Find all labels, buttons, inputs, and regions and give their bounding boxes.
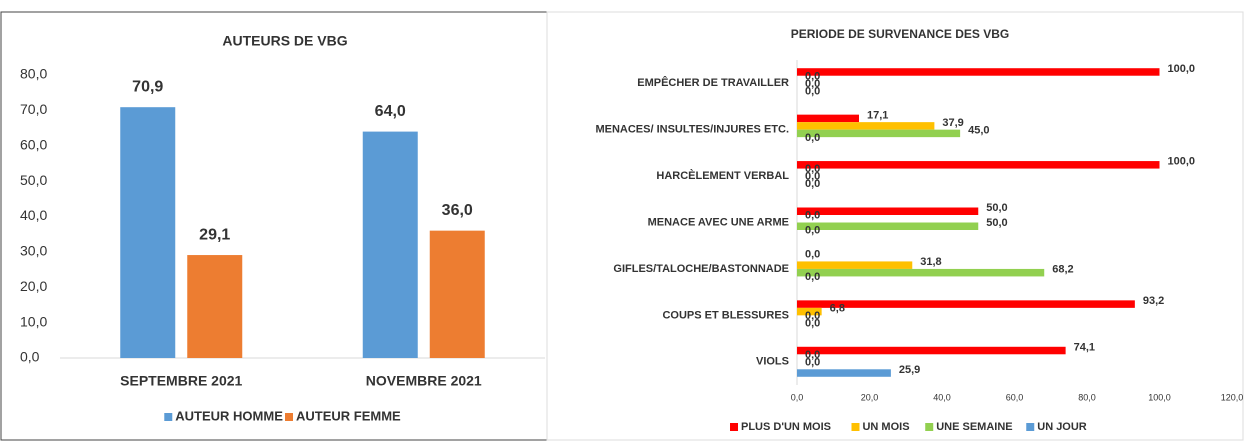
value-label: 0,0 xyxy=(805,78,820,90)
bar xyxy=(797,300,1135,308)
bar xyxy=(797,268,1045,277)
y-tick-label: COUPS ET BLESSURES xyxy=(662,309,789,321)
value-label: 29,1 xyxy=(199,226,230,243)
bar xyxy=(797,122,935,130)
x-tick-label: 60,0 xyxy=(1006,392,1024,402)
x-tick-label: 40,0 xyxy=(933,392,951,402)
legend-label: AUTEUR HOMME xyxy=(175,408,283,423)
x-tick-label: 0,0 xyxy=(791,392,804,402)
y-tick-label: VIOLS xyxy=(756,356,789,368)
bar xyxy=(797,161,1160,169)
value-label: 50,0 xyxy=(986,202,1007,214)
value-label: 45,0 xyxy=(968,124,989,136)
legend-swatch xyxy=(925,423,934,431)
value-label: 36,0 xyxy=(442,202,473,219)
bar xyxy=(797,114,859,123)
chart-title: AUTEURS DE VBG xyxy=(222,33,347,49)
y-tick-label: 30,0 xyxy=(20,243,47,259)
value-label: 0,0 xyxy=(805,132,820,144)
bar xyxy=(797,68,1160,76)
value-label: 0,0 xyxy=(805,356,820,368)
value-label: 6,8 xyxy=(830,303,845,315)
bar xyxy=(797,222,979,230)
legend-swatch xyxy=(285,413,293,421)
value-label: 0,0 xyxy=(805,249,820,261)
legend-label: UN MOIS xyxy=(862,421,909,433)
y-tick-label: 70,0 xyxy=(20,101,47,117)
value-label: 100,0 xyxy=(1168,156,1196,168)
value-label: 0,0 xyxy=(805,349,820,361)
bar xyxy=(797,261,913,269)
value-label: 64,0 xyxy=(375,103,406,120)
value-label: 0,0 xyxy=(805,171,820,183)
y-tick-label: 60,0 xyxy=(20,136,47,152)
bar xyxy=(362,131,418,358)
legend-label: AUTEUR FEMME xyxy=(296,408,401,423)
value-label: 0,0 xyxy=(805,163,820,175)
bar xyxy=(120,107,176,358)
legend-swatch xyxy=(1026,423,1035,431)
y-tick-label: MENACE AVEC UNE ARME xyxy=(648,216,789,228)
y-tick-label: 20,0 xyxy=(20,278,47,294)
value-label: 0,0 xyxy=(805,70,820,82)
x-tick-label: SEPTEMBRE 2021 xyxy=(120,373,242,389)
x-tick-label: NOVEMBRE 2021 xyxy=(366,373,482,389)
bar xyxy=(797,307,822,316)
value-label: 37,9 xyxy=(942,117,963,129)
value-label: 0,0 xyxy=(805,310,820,322)
value-label: 17,1 xyxy=(867,109,888,121)
bar xyxy=(797,207,979,215)
value-label: 74,1 xyxy=(1074,341,1095,353)
value-label: 100,0 xyxy=(1168,63,1196,75)
y-tick-label: 50,0 xyxy=(20,172,47,188)
bar xyxy=(797,369,891,377)
legend-swatch xyxy=(730,423,739,431)
value-label: 0,0 xyxy=(805,178,820,190)
value-label: 0,0 xyxy=(805,225,820,237)
value-label: 93,2 xyxy=(1143,295,1164,307)
bar xyxy=(797,346,1066,355)
value-label: 50,0 xyxy=(986,217,1007,229)
legend-label: UNE SEMAINE xyxy=(936,421,1012,433)
value-label: 0,0 xyxy=(805,85,820,97)
y-tick-label: EMPÊCHER DE TRAVAILLER xyxy=(637,76,789,89)
y-tick-label: 80,0 xyxy=(20,66,47,82)
value-label: 0,0 xyxy=(805,271,820,283)
bar xyxy=(797,129,961,138)
value-label: 0,0 xyxy=(805,210,820,222)
x-tick-label: 120,0 xyxy=(1221,392,1244,402)
x-tick-label: 100,0 xyxy=(1148,392,1171,402)
value-label: 0,0 xyxy=(805,318,820,330)
chart-title: PERIODE DE SURVENANCE DES VBG xyxy=(791,27,1010,41)
value-label: 31,8 xyxy=(920,256,941,268)
value-label: 70,9 xyxy=(132,78,163,95)
y-tick-label: MENACES/ INSULTES/INJURES ETC. xyxy=(595,124,789,136)
bar xyxy=(429,230,485,358)
legend-swatch xyxy=(851,423,860,431)
legend-swatch xyxy=(164,413,173,421)
y-tick-label: 0,0 xyxy=(20,349,40,365)
y-tick-label: HARCÈLEMENT VERBAL xyxy=(656,169,789,182)
value-label: 25,9 xyxy=(899,364,920,376)
y-tick-label: GIFLES/TALOCHE/BASTONNADE xyxy=(613,263,789,275)
legend-label: PLUS D'UN MOIS xyxy=(741,421,831,433)
y-tick-label: 40,0 xyxy=(20,207,47,223)
value-label: 68,2 xyxy=(1052,264,1073,276)
legend-label: UN JOUR xyxy=(1037,421,1087,433)
x-tick-label: 80,0 xyxy=(1078,392,1096,402)
bar xyxy=(187,255,243,358)
x-tick-label: 20,0 xyxy=(861,392,879,402)
y-tick-label: 10,0 xyxy=(20,313,47,329)
right-frame xyxy=(546,11,1244,441)
